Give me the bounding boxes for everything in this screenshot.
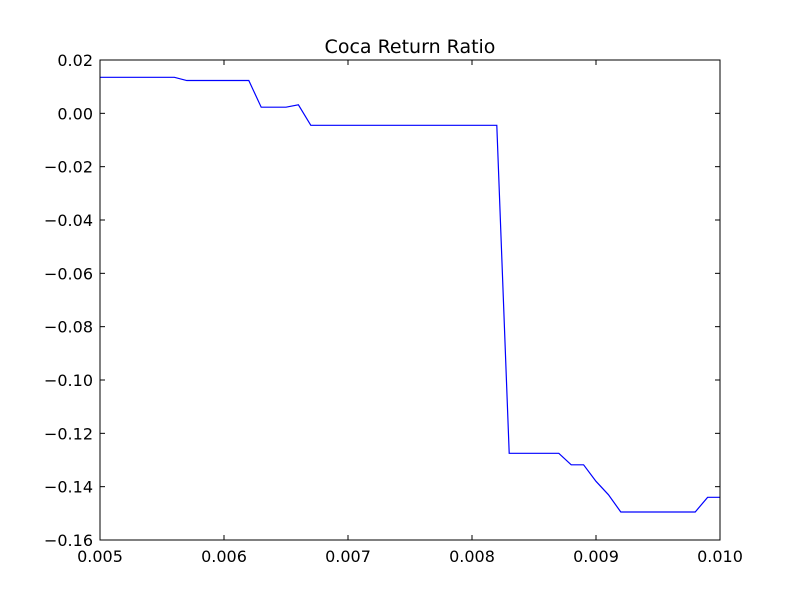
series-group	[100, 76, 720, 513]
y-tick-label: −0.04	[44, 211, 93, 230]
y-tick-label: 0.02	[57, 51, 93, 70]
x-tick-label: 0.008	[449, 547, 495, 566]
y-tick-label: 0.00	[57, 104, 93, 123]
x-tick-label: 0.007	[325, 547, 371, 566]
y-tick-label: −0.16	[44, 531, 93, 550]
plot-frame	[99, 59, 721, 541]
chart-title: Coca Return Ratio	[325, 36, 496, 58]
x-tick-label: 0.006	[201, 547, 247, 566]
y-tick-label: −0.08	[44, 318, 93, 337]
y-tick-label: −0.12	[44, 424, 93, 443]
series-line	[100, 76, 720, 513]
x-tick-label: 0.005	[77, 547, 123, 566]
y-tick-label: −0.14	[44, 478, 93, 497]
y-tick-label: −0.02	[44, 158, 93, 177]
y-tick-label: −0.10	[44, 371, 93, 390]
x-tick-label: 0.009	[573, 547, 619, 566]
y-tick-label: −0.06	[44, 264, 93, 283]
x-tick-label: 0.010	[697, 547, 743, 566]
tick-labels-group: 0.005 0.006 0.007 0.008 0.009 0.010 0.02 0.00 −0…	[44, 51, 743, 566]
